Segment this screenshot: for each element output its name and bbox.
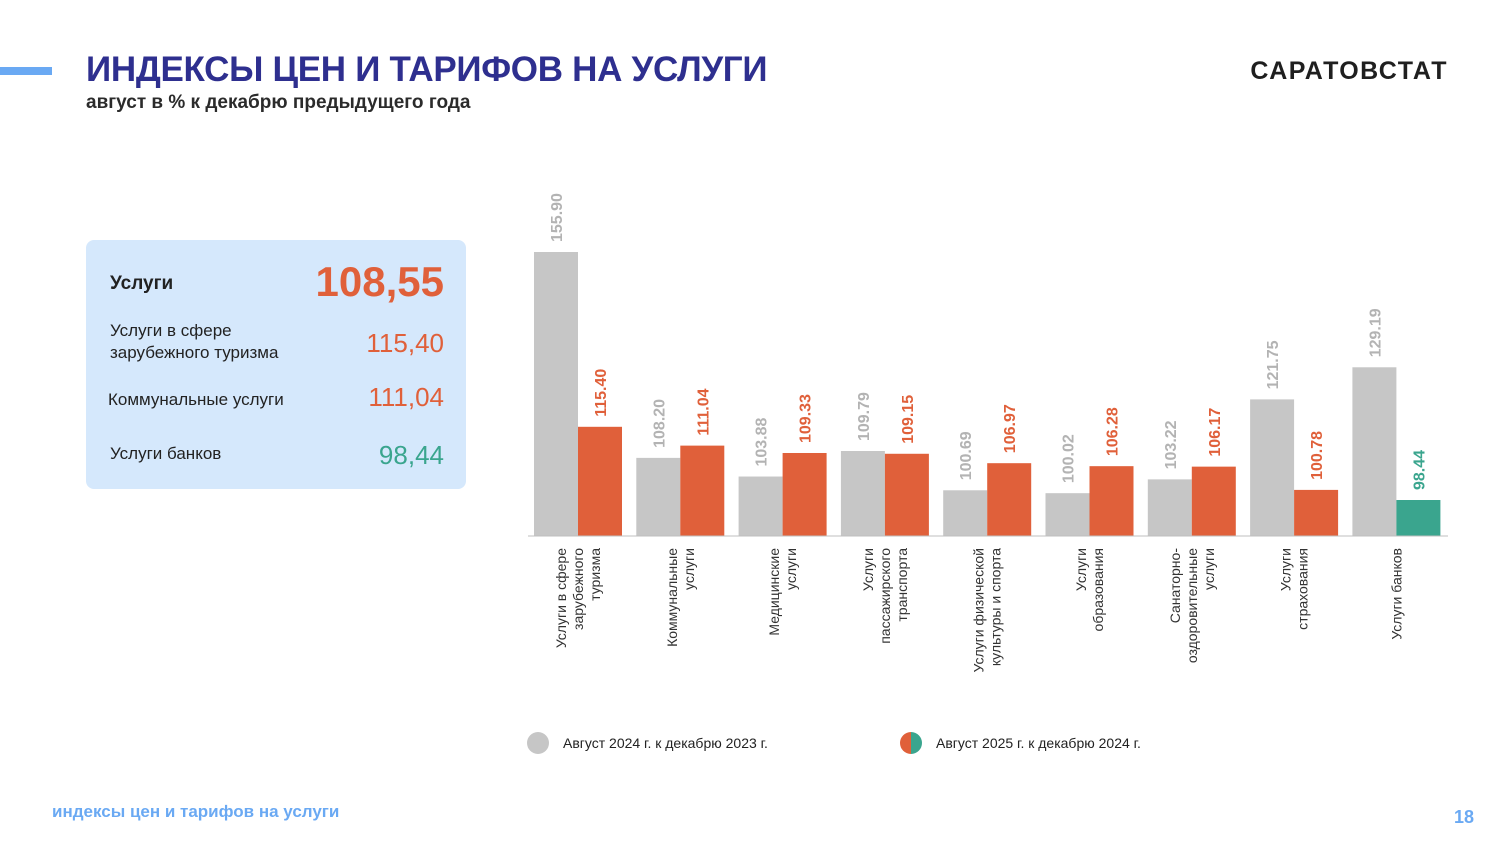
summary-row-label: Услуги банков — [110, 444, 222, 463]
category-label: Услуги в сфере — [553, 548, 569, 648]
legend-swatch-gray — [527, 732, 549, 754]
category-label: Услуги банков — [1388, 548, 1404, 640]
bar — [1352, 367, 1397, 536]
category-label: услуги — [681, 548, 697, 590]
data-label: 129.19 — [1367, 308, 1384, 357]
summary-row-label: Услуги в сфере зарубежного туризма — [110, 321, 279, 362]
bar — [738, 476, 783, 536]
bar — [636, 457, 681, 536]
data-label: 109.79 — [856, 392, 873, 441]
category-label: Услуги — [1278, 548, 1294, 591]
bar — [943, 490, 988, 536]
category-label: Коммунальные — [664, 548, 680, 647]
data-label: 98.44 — [1411, 450, 1428, 490]
category-label: транспорта — [894, 548, 910, 622]
bar — [534, 252, 578, 536]
summary-row-value: 115,40 — [366, 328, 444, 358]
page-title: ИНДЕКСЫ ЦЕН И ТАРИФОВ НА УСЛУГИ — [86, 50, 768, 89]
bar — [1045, 493, 1090, 536]
legend-item-2024: Август 2024 г. к декабрю 2023 г. — [527, 732, 768, 754]
category-label: пассажирского — [877, 548, 893, 644]
data-label: 108.20 — [651, 399, 668, 448]
bar — [884, 453, 929, 536]
bar — [1147, 479, 1192, 536]
summary-row-label: Коммунальные услуги — [108, 390, 284, 409]
data-label: 103.22 — [1163, 420, 1180, 469]
category-label: услуги — [783, 548, 799, 590]
summary-row-value: 98,44 — [378, 440, 444, 470]
legend-item-2025: Август 2025 г. к декабрю 2024 г. — [900, 732, 1141, 754]
legend-label: Август 2024 г. к декабрю 2023 г. — [563, 735, 768, 751]
data-label: 106.28 — [1105, 407, 1122, 456]
category-label: оздоровительные — [1184, 548, 1200, 663]
category-label: культуры и спорта — [988, 548, 1004, 666]
category-label: страхования — [1295, 548, 1311, 630]
summary-main-value: 108,55 — [315, 258, 444, 305]
bar — [680, 445, 725, 536]
summary-row-value: 111,04 — [368, 382, 444, 412]
brand-logo-text: САРАТОВСТАТ — [1250, 57, 1448, 85]
category-label: образования — [1090, 548, 1106, 631]
data-label: 100.69 — [958, 431, 975, 480]
category-label: Санаторно- — [1167, 548, 1183, 624]
category-label: Услуги — [1073, 548, 1089, 591]
bar — [782, 452, 827, 536]
bar — [987, 463, 1032, 536]
category-label: туризма — [587, 548, 603, 601]
data-label: 106.17 — [1207, 408, 1224, 457]
category-label: Услуги — [860, 548, 876, 591]
page-number: 18 — [1453, 807, 1474, 827]
data-label: 100.02 — [1061, 434, 1078, 483]
bar-chart: 155.90 115.40 Услуги в сфере зарубежного тур… — [528, 193, 1448, 673]
summary-main-label: Услуги — [110, 273, 174, 294]
data-label: 111.04 — [695, 388, 712, 435]
data-label: 100.78 — [1309, 431, 1326, 480]
data-label: 121.75 — [1265, 340, 1282, 389]
page-subtitle: август в % к декабрю предыдущего года — [86, 92, 471, 113]
bar — [1396, 500, 1441, 536]
data-label: 155.90 — [549, 193, 566, 242]
bar — [578, 426, 622, 536]
bar — [1089, 466, 1134, 536]
summary-panel: Услуги 108,55 Услуги в сфере зарубежного… — [86, 240, 466, 489]
data-label: 106.97 — [1002, 404, 1019, 453]
legend-label: Август 2025 г. к декабрю 2024 г. — [936, 735, 1141, 751]
category-label: услуги — [1201, 548, 1217, 590]
data-label: 115.40 — [593, 369, 610, 417]
data-label: 109.15 — [900, 395, 917, 444]
data-label: 103.88 — [754, 417, 771, 466]
bar — [1191, 466, 1236, 536]
data-label: 109.33 — [798, 394, 815, 443]
category-label: зарубежного — [570, 548, 586, 630]
bar — [1250, 399, 1295, 536]
category-label: Медицинские — [766, 548, 782, 636]
bar — [1294, 489, 1339, 536]
accent-bar — [0, 67, 52, 75]
legend-swatch-orange-teal — [900, 732, 922, 754]
category-label: Услуги физической — [971, 548, 987, 673]
bar — [840, 451, 885, 536]
footer-text: индексы цен и тарифов на услуги — [52, 802, 340, 821]
